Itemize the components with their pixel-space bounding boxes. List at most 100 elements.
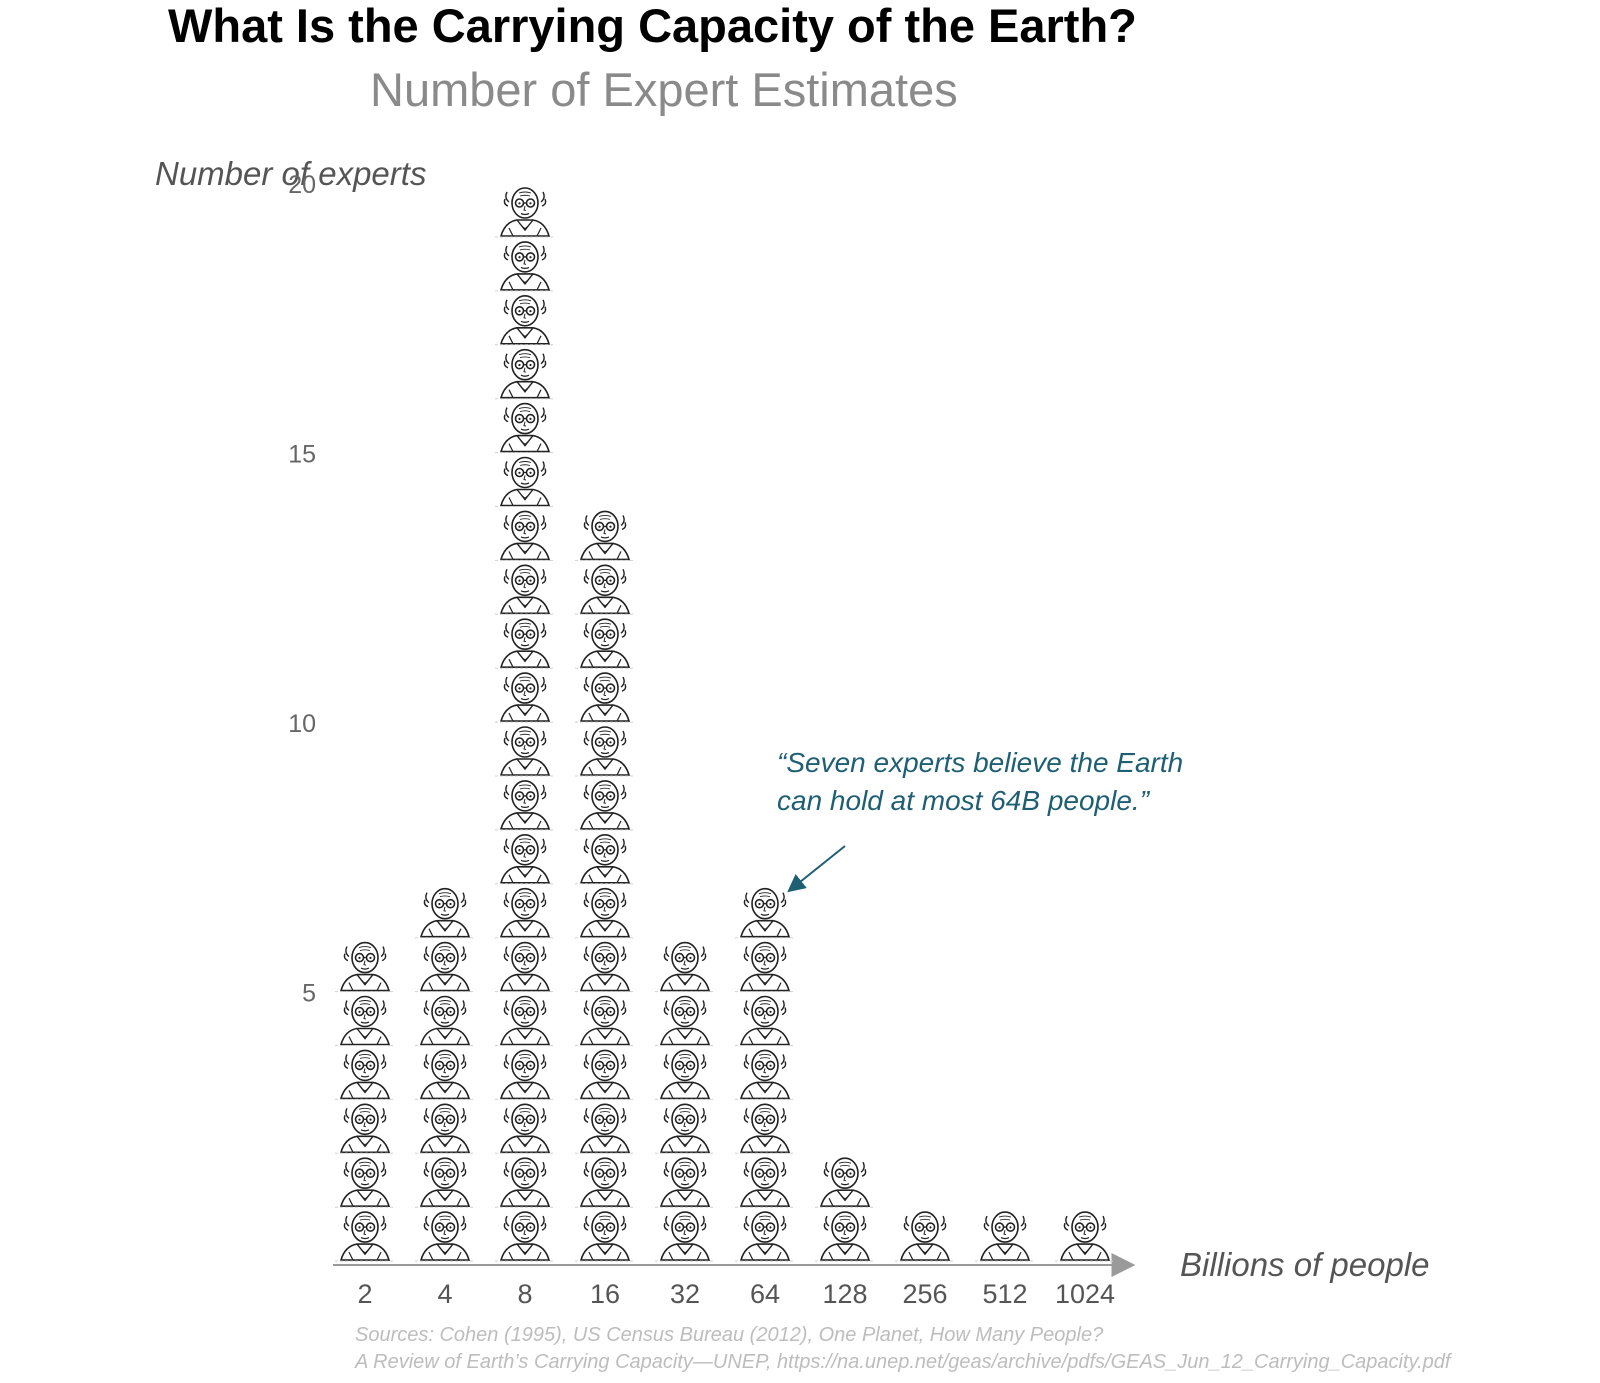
expert-icon (655, 941, 715, 993)
expert-icon (575, 1157, 635, 1208)
x-tick-label: 1024 (1055, 1279, 1115, 1309)
expert-icon (575, 887, 635, 939)
expert-icon (495, 1049, 555, 1101)
y-tick-label: 5 (302, 980, 316, 1008)
expert-icon (735, 887, 795, 939)
annotation-arrow (787, 845, 846, 893)
expert-icon (415, 1049, 475, 1101)
expert-icon (415, 1157, 475, 1208)
y-tick-labels: 5 10 15 20 (288, 171, 316, 1008)
expert-icon (895, 1211, 955, 1262)
expert-icon (655, 1211, 715, 1262)
expert-icon (575, 618, 635, 670)
expert-icon (495, 1103, 555, 1155)
y-tick-label: 10 (288, 710, 316, 738)
expert-icon (735, 1049, 795, 1101)
expert-icon (575, 510, 635, 562)
expert-icon (335, 995, 395, 1047)
expert-icon (655, 995, 715, 1047)
y-tick-label: 20 (288, 171, 316, 199)
x-tick-label: 128 (822, 1279, 867, 1309)
expert-icon (575, 726, 635, 777)
expert-icon (655, 1103, 715, 1155)
expert-icon (415, 887, 475, 939)
expert-icon (495, 833, 555, 885)
expert-icon (495, 1157, 555, 1208)
expert-icon (575, 941, 635, 993)
expert-icon (495, 941, 555, 993)
expert-icon (575, 1103, 635, 1155)
pictogram-bars (335, 187, 1115, 1262)
bar-256 (895, 1211, 955, 1262)
expert-icon (735, 941, 795, 993)
expert-icon (815, 1211, 875, 1262)
bar-8 (495, 187, 555, 1262)
expert-icon (495, 187, 555, 238)
expert-icon (575, 1049, 635, 1101)
expert-icon (575, 1211, 635, 1262)
expert-icon (415, 995, 475, 1047)
expert-icon (335, 1103, 395, 1155)
expert-icon (575, 672, 635, 723)
annotation-line-2: can hold at most 64B people.” (777, 785, 1151, 816)
source-line-1: Sources: Cohen (1995), US Census Bureau … (355, 1324, 1104, 1346)
bar-1024 (1055, 1211, 1115, 1262)
expert-icon (335, 941, 395, 993)
expert-icon (495, 510, 555, 562)
x-tick-label: 8 (517, 1279, 532, 1309)
x-tick-label: 16 (590, 1279, 620, 1309)
chart-subtitle: Number of Expert Estimates (370, 63, 958, 116)
expert-icon (495, 887, 555, 939)
expert-icon (495, 672, 555, 723)
source-line-2: A Review of Earth’s Carrying Capacity—UN… (354, 1351, 1453, 1373)
bar-2 (335, 941, 395, 1262)
x-tick-label: 4 (437, 1279, 452, 1309)
expert-icon (735, 995, 795, 1047)
expert-icon (495, 995, 555, 1047)
x-tick-label: 256 (902, 1279, 947, 1309)
expert-icon (735, 1211, 795, 1262)
annotation-line-1: “Seven experts believe the Earth (777, 747, 1183, 778)
expert-icon (495, 780, 555, 831)
bar-32 (655, 941, 715, 1262)
expert-icon (735, 1103, 795, 1155)
expert-icon (1055, 1211, 1115, 1262)
bar-64 (735, 887, 795, 1262)
expert-icon (495, 294, 555, 346)
chart-title: What Is the Carrying Capacity of the Ear… (168, 0, 1137, 52)
expert-icon (335, 1157, 395, 1208)
x-axis-label: Billions of people (1180, 1246, 1430, 1283)
x-tick-label: 512 (982, 1279, 1027, 1309)
expert-icon (495, 402, 555, 454)
expert-icon (415, 941, 475, 993)
expert-icon (655, 1049, 715, 1101)
expert-icon (495, 348, 555, 400)
bar-512 (975, 1211, 1035, 1262)
bar-128 (815, 1157, 875, 1262)
expert-icon (575, 995, 635, 1047)
expert-icon (495, 726, 555, 777)
x-tick-label: 2 (357, 1279, 372, 1309)
expert-icon (575, 564, 635, 616)
expert-icon (975, 1211, 1035, 1262)
expert-icon (335, 1211, 395, 1262)
expert-icon (415, 1103, 475, 1155)
expert-icon (655, 1157, 715, 1208)
expert-icon (575, 833, 635, 885)
expert-icon (495, 564, 555, 616)
expert-icon (575, 780, 635, 831)
expert-icon (495, 456, 555, 508)
y-tick-label: 15 (288, 441, 316, 469)
expert-icon (415, 1211, 475, 1262)
expert-icon (735, 1157, 795, 1208)
expert-icon (335, 1049, 395, 1101)
bar-4 (415, 887, 475, 1262)
x-tick-labels: 2 4 8 16 32 64 128 256 512 1024 (357, 1279, 1115, 1309)
y-axis-label: Number of experts (155, 155, 426, 192)
x-tick-label: 64 (750, 1279, 780, 1309)
bar-16 (575, 510, 635, 1262)
expert-icon (495, 241, 555, 292)
x-tick-label: 32 (670, 1279, 700, 1309)
expert-icon (495, 1211, 555, 1262)
